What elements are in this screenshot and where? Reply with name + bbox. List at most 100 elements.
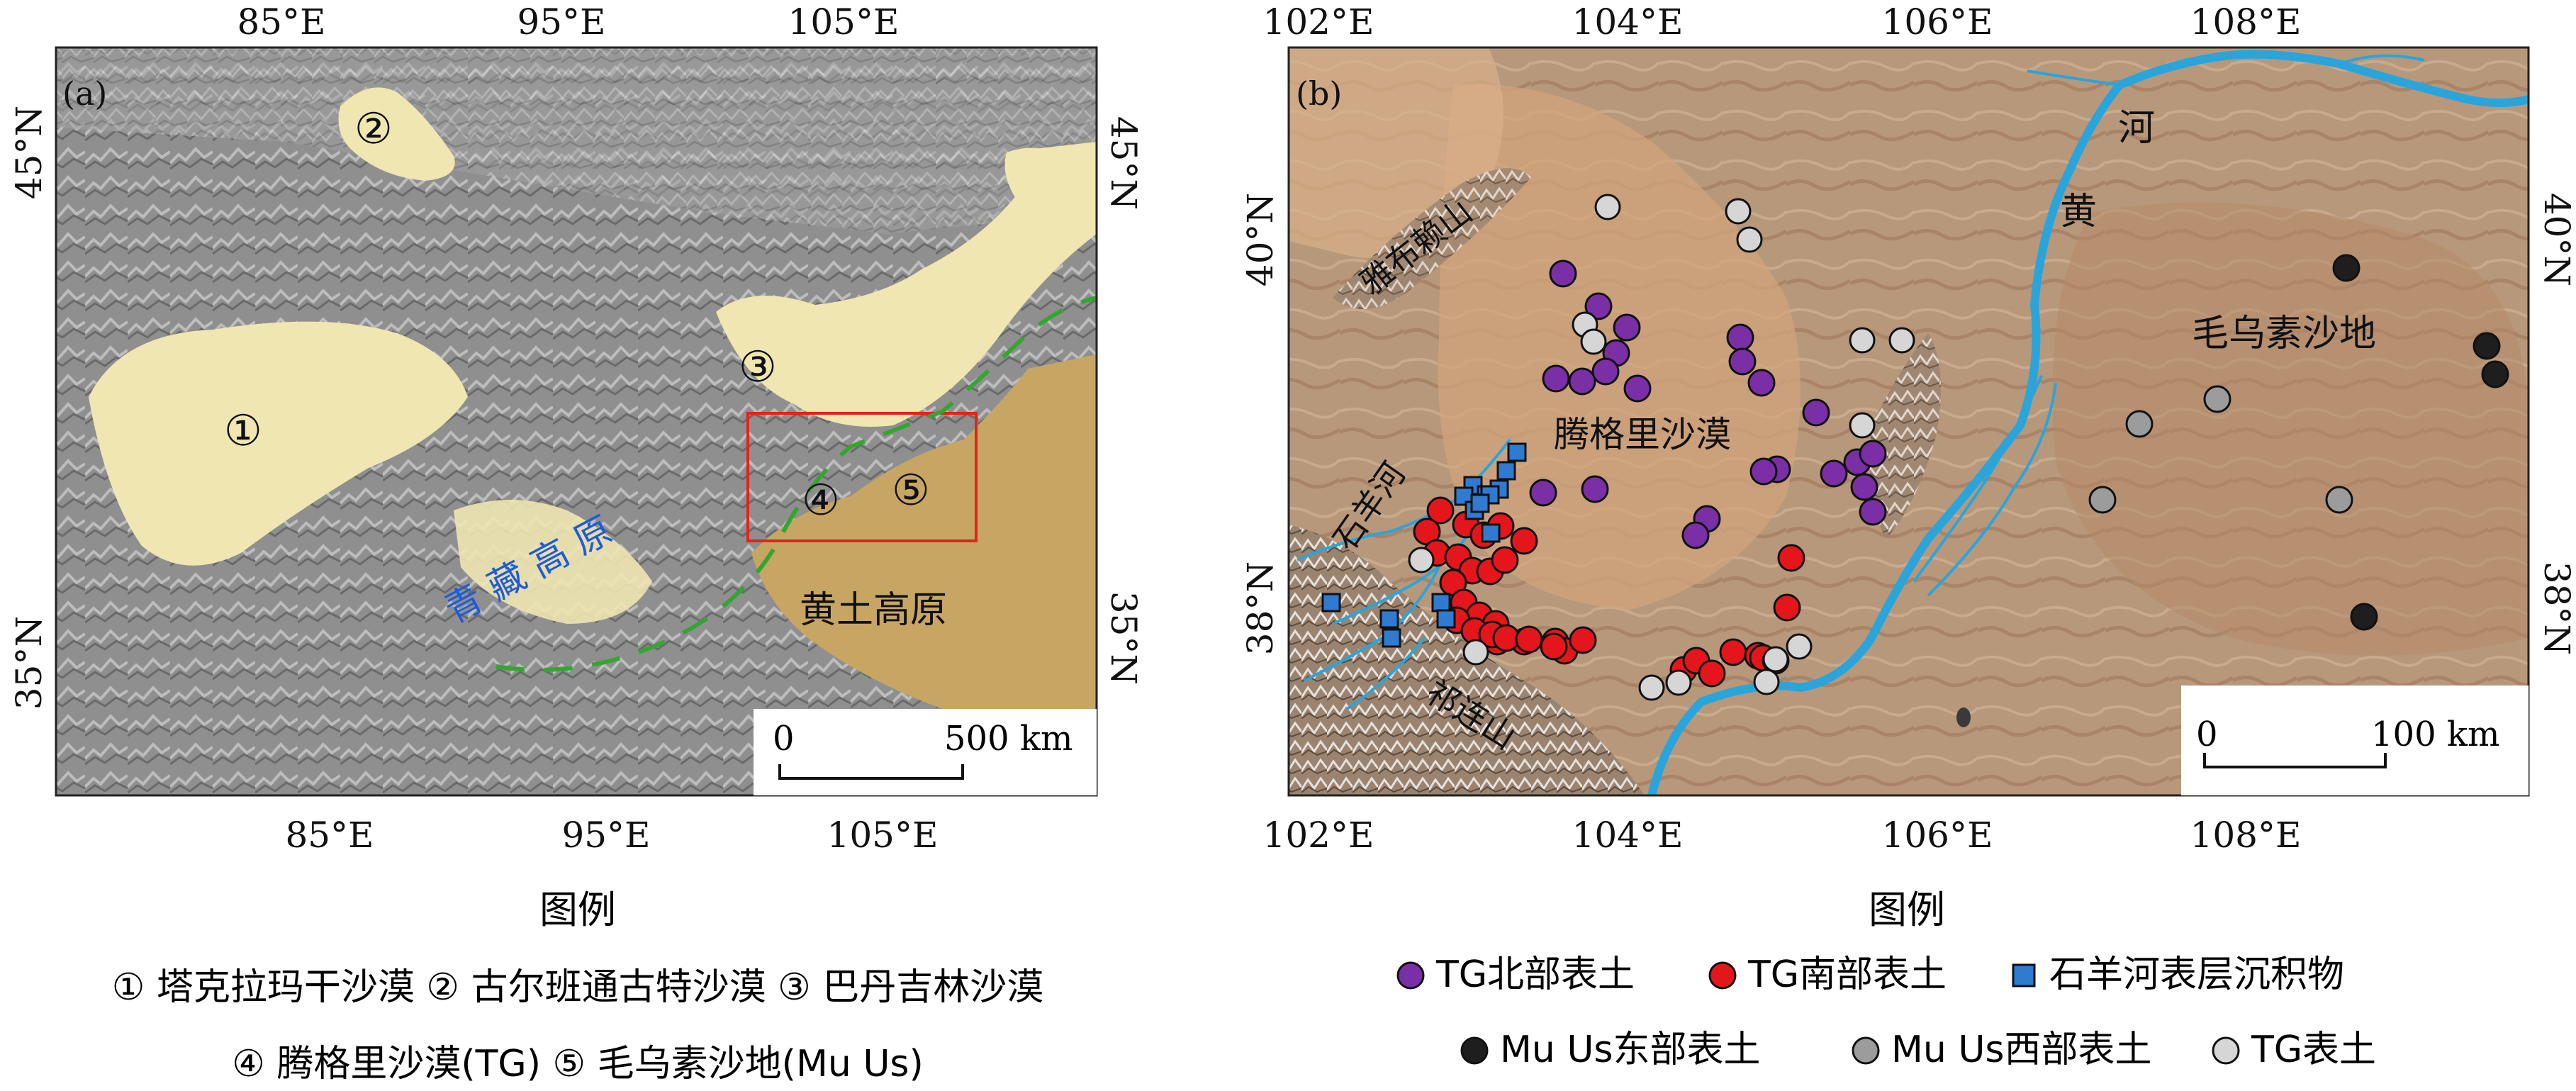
sample-point-tg-south — [1510, 527, 1538, 555]
sample-point-tg — [1462, 639, 1489, 666]
marker-2: ② — [354, 104, 393, 154]
sample-point-tg-south — [1569, 626, 1597, 654]
legend-item-tg: TG表土 — [2212, 1029, 2376, 1071]
b-left-tick: 38°N — [1240, 561, 1281, 655]
legend-label-north: TG北部表土 — [1435, 953, 1635, 996]
legend-marker-south — [1708, 961, 1737, 990]
a-bottom-tick: 95°E — [561, 815, 650, 856]
loess-plateau — [751, 354, 1097, 744]
a-left-tick: 45°N — [9, 106, 50, 199]
b-top-tick: 102°E — [1263, 1, 1374, 43]
sample-point-tg-north — [1749, 457, 1778, 486]
legend-right-items: TG北部表土 TG南部表土 石羊河表层沉积物 Mu Us东部表土 Mu Us西部表土 TG… — [1396, 953, 2376, 1071]
sample-point-tg-north — [1850, 473, 1878, 501]
sample-point-shiyang — [1470, 493, 1490, 513]
sample-point-mu-us-east — [2350, 603, 2378, 631]
b-right-tick: 40°N — [2536, 193, 2576, 286]
legend-left-line-2: ④ 腾格里沙漠(TG) ⑤ 毛乌素沙地(Mu Us) — [232, 1043, 924, 1085]
sample-point-shiyang — [1379, 609, 1399, 629]
sample-point-tg-south — [1491, 546, 1519, 574]
desert-patch-north — [1004, 147, 1076, 218]
legend-marker-east — [1460, 1036, 1489, 1065]
sample-point-tg-south — [1492, 624, 1521, 652]
sample-point-mu-us-east — [2473, 332, 2501, 360]
b-top-tick: 108°E — [2190, 1, 2302, 43]
label-river-he: 河 — [2118, 107, 2155, 150]
a-bottom-tick: 105°E — [827, 815, 939, 856]
sample-point-tg — [1786, 633, 1813, 660]
sample-point-tg — [1888, 327, 1915, 354]
sample-point-tg-south — [1777, 544, 1805, 572]
a-right-tick: 45°N — [1103, 116, 1144, 210]
legend-item-east: Mu Us东部表土 — [1460, 1029, 1761, 1071]
legend-left-title: 图例 — [539, 888, 616, 932]
legend-item-shiyang: 石羊河表层沉积物 — [2012, 953, 2344, 996]
sample-point-tg-north — [1623, 374, 1652, 403]
sample-point-tg-north — [1728, 347, 1757, 376]
sample-point-tg — [1638, 674, 1665, 701]
panel-b-axis-ticks: 102°E 104°E 106°E 108°E 102°E 104°E 106°… — [1240, 1, 2576, 856]
sample-point-tg — [1736, 226, 1763, 253]
sample-point-mu-us-west — [2325, 486, 2353, 514]
sample-point-tg-south — [1426, 496, 1455, 525]
sample-points — [1321, 194, 2509, 701]
study-area-box — [746, 412, 978, 542]
sample-point-tg-south — [1773, 593, 1801, 622]
sample-point-tg-north — [1549, 259, 1577, 288]
a-left-tick: 35°N — [9, 616, 50, 710]
legend-marker-west — [1852, 1036, 1880, 1065]
loess-plateau-label: 黄土高原 — [800, 589, 947, 632]
legend-left-line-1: ① 塔克拉玛干沙漠 ② 古尔班通古特沙漠 ③ 巴丹吉林沙漠 — [112, 966, 1044, 1009]
legend-marker-tg — [2212, 1036, 2240, 1065]
b-top-tick: 104°E — [1572, 1, 1684, 43]
legend-left: 图例 ① 塔克拉玛干沙漠 ② 古尔班通古特沙漠 ③ 巴丹吉林沙漠 ④ 腾格里沙漠… — [112, 888, 1044, 1085]
marker-4: ④ — [802, 476, 840, 525]
sample-point-tg-north — [1542, 364, 1570, 393]
sample-point-tg-south — [1698, 659, 1726, 688]
yabulai-range — [1333, 168, 1531, 309]
lake — [1956, 707, 1971, 727]
sample-point-tg-north — [1820, 459, 1848, 488]
a-right-tick: 35°N — [1103, 591, 1144, 685]
legend-right: 图例 TG北部表土 TG南部表土 石羊河表层沉积物 Mu Us东部表土 Mu Us西部表… — [1396, 888, 2376, 1071]
panel-a-axis-ticks: 85°E 95°E 105°E 85°E 95°E 105°E 45°N 35°… — [9, 1, 1144, 856]
sample-point-tg-north — [1584, 292, 1613, 320]
sample-point-tg — [1753, 668, 1780, 695]
legend-item-south: TG南部表土 — [1708, 953, 1947, 996]
sample-point-tg — [1594, 194, 1621, 220]
sample-point-tg-north — [1529, 479, 1557, 507]
sample-point-tg-north — [1613, 313, 1641, 342]
sample-point-tg — [1762, 646, 1789, 673]
sample-point-mu-us-west — [2125, 410, 2154, 438]
sample-point-tg-south — [1719, 638, 1747, 666]
sample-point-tg — [1849, 412, 1876, 439]
sample-point-tg — [1849, 327, 1876, 354]
b-top-tick: 106°E — [1882, 1, 1993, 43]
label-tengger: 腾格里沙漠 — [1554, 414, 1731, 455]
b-right-tick: 38°N — [2536, 561, 2576, 655]
sample-point-tg — [1725, 198, 1752, 225]
legend-label-shiyang: 石羊河表层沉积物 — [2049, 953, 2344, 996]
sample-point-mu-us-east — [2332, 254, 2361, 282]
sample-point-shiyang — [1431, 593, 1451, 612]
helan-range — [1869, 333, 1941, 539]
monsoon-boundary — [495, 296, 1097, 672]
panel-b-tag: (b) — [1296, 74, 1342, 113]
label-mu-us: 毛乌素沙地 — [2192, 313, 2376, 355]
sample-point-tg — [1408, 547, 1435, 574]
sample-point-tg-north — [1747, 369, 1776, 397]
sample-point-tg-south — [1515, 625, 1543, 654]
sample-point-tg-north — [1591, 357, 1620, 386]
legend-label-east: Mu Us东部表土 — [1500, 1029, 1761, 1071]
legend-marker-north — [1396, 961, 1425, 990]
marker-5: ⑤ — [892, 466, 930, 515]
legend-item-west: Mu Us西部表土 — [1852, 1029, 2152, 1071]
sample-point-tg-north — [1681, 521, 1710, 549]
a-bottom-tick: 85°E — [285, 815, 374, 856]
sample-point-shiyang — [1496, 461, 1516, 481]
panel-a-frame — [55, 46, 1098, 797]
desert-gurbantunggut — [338, 87, 455, 181]
panel-b-scale-bar: 0 100 km — [2181, 686, 2529, 795]
b-bottom-tick: 102°E — [1263, 815, 1374, 856]
